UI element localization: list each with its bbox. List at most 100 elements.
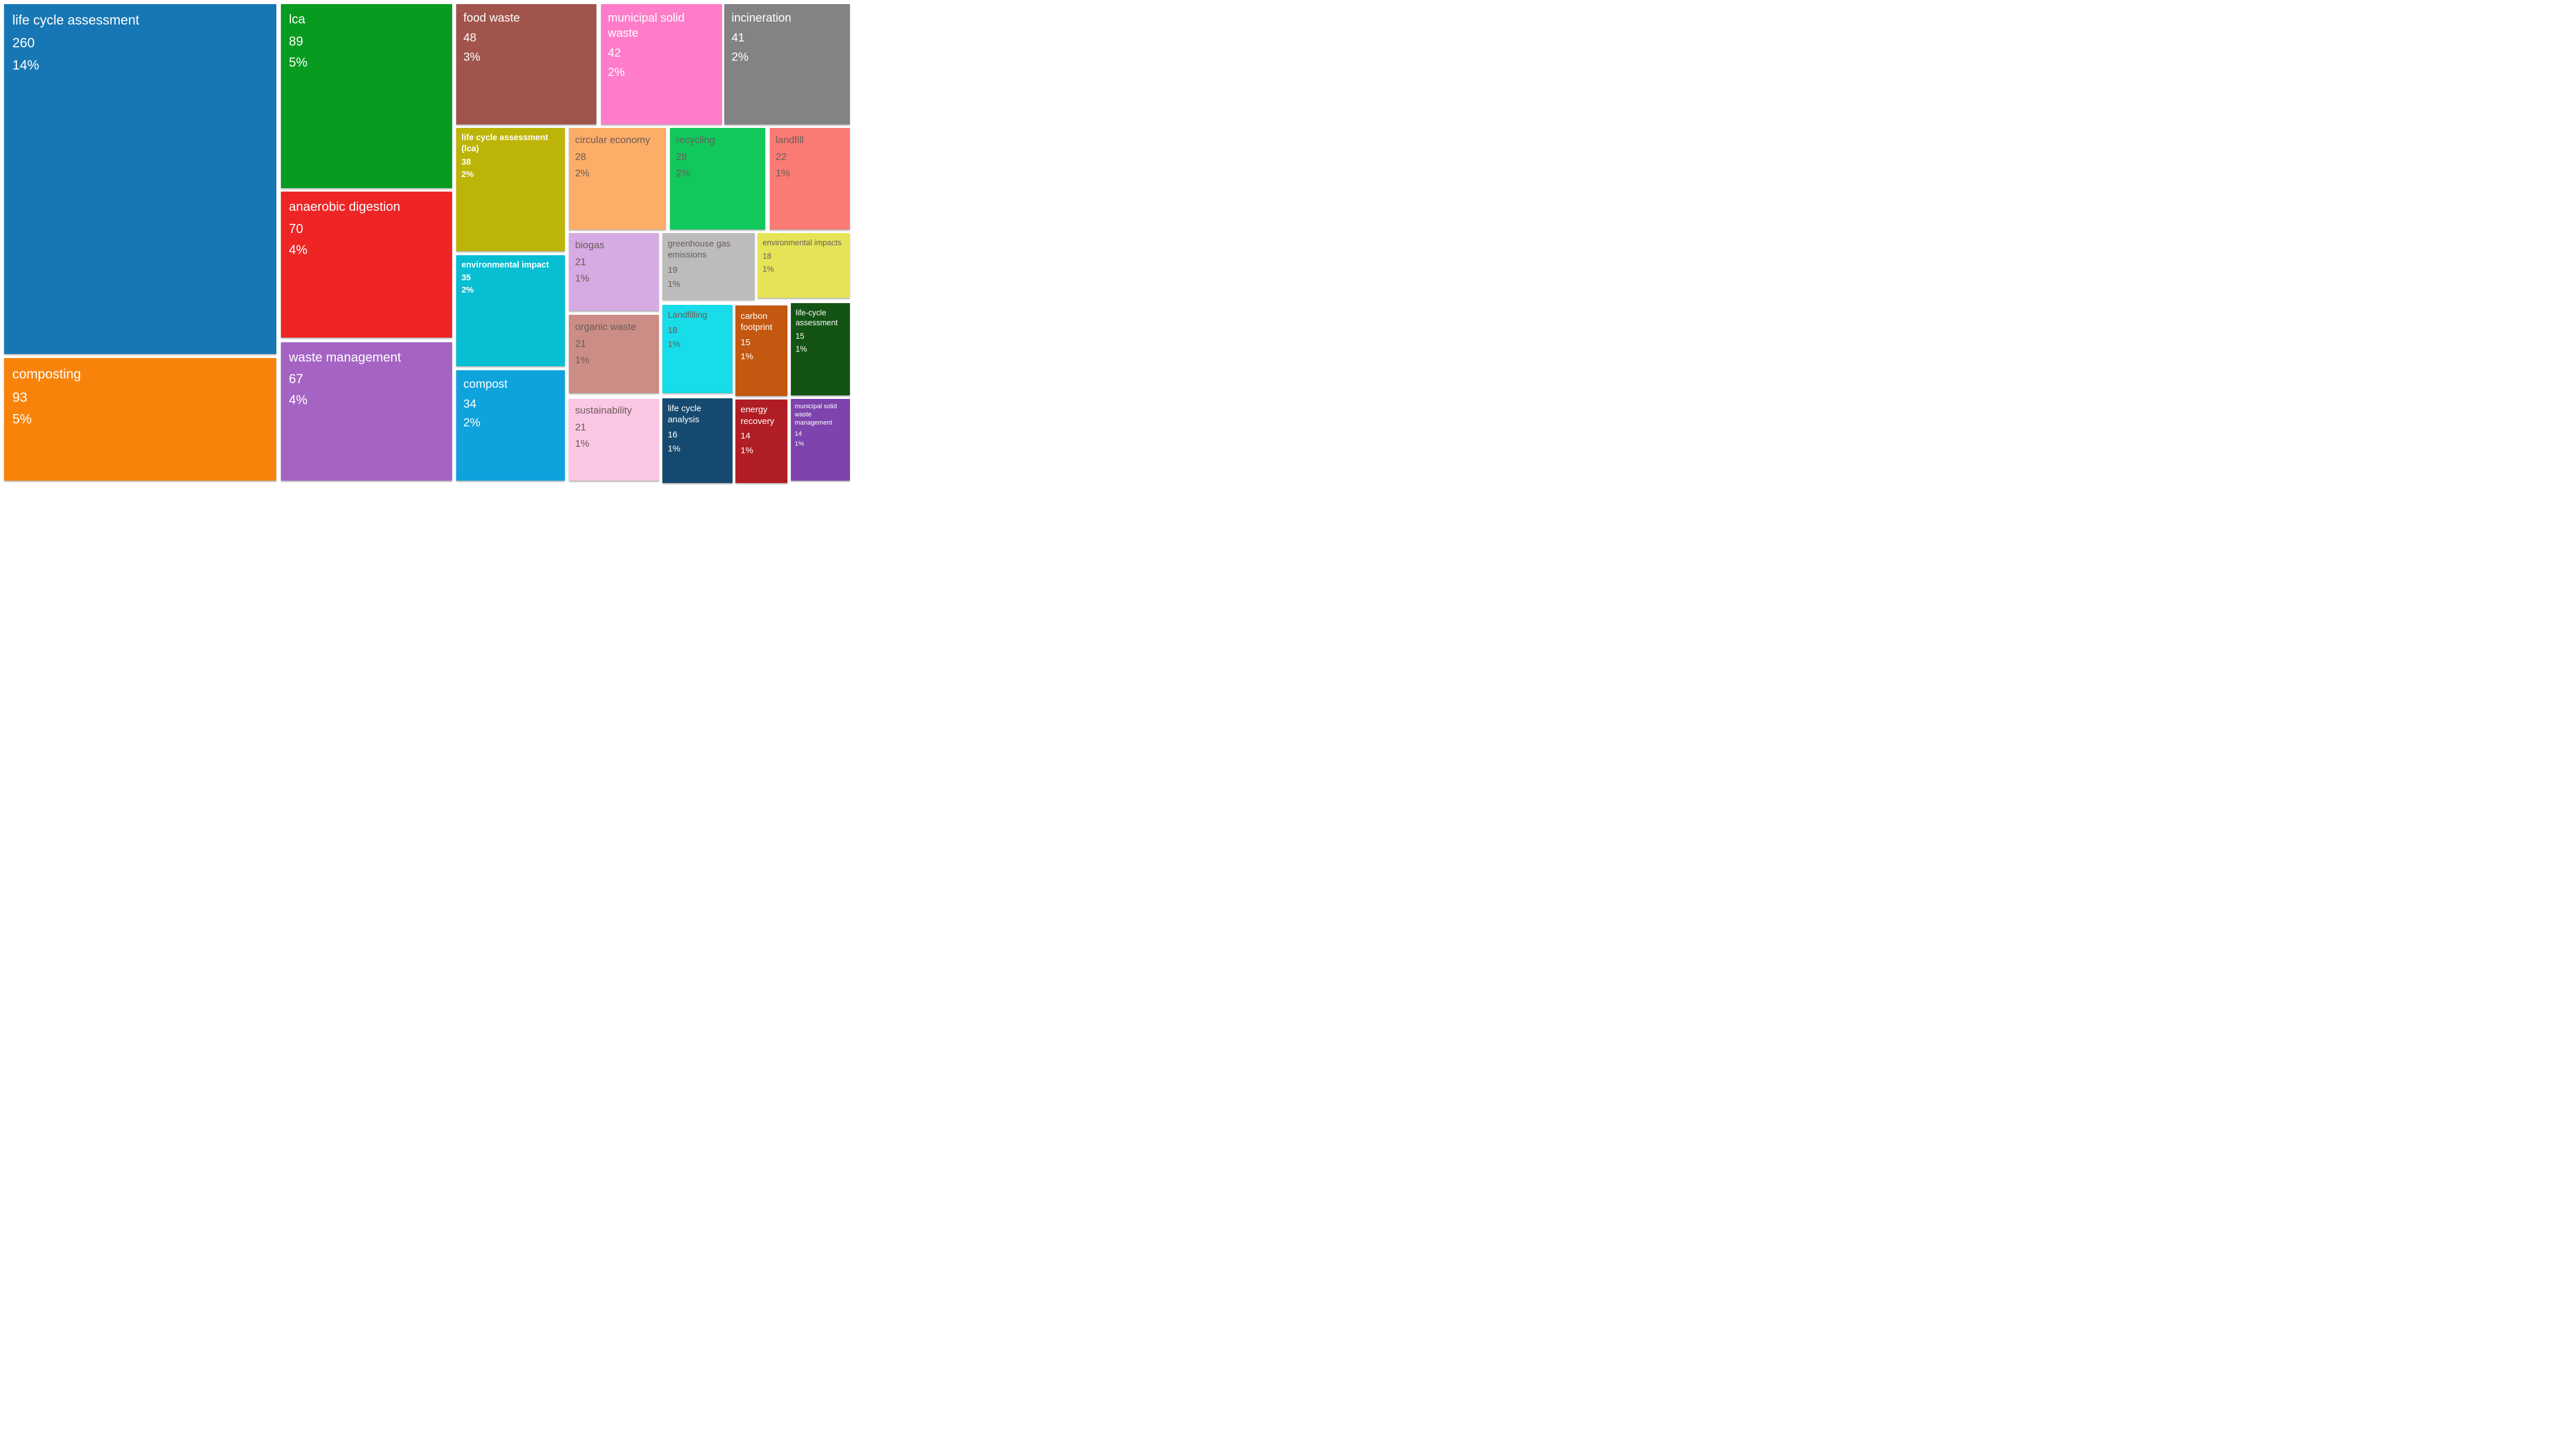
tile-label: municipal solid waste bbox=[607, 12, 685, 40]
tile-label: waste management bbox=[289, 349, 401, 364]
treemap-tile-life-cycle-assessment-lca: life cycle assessment (lca) 38 2% bbox=[456, 128, 565, 251]
treemap-tile-waste-management: waste management 67 4% bbox=[281, 342, 452, 481]
tile-value: 67 bbox=[289, 371, 303, 387]
tile-label: lca bbox=[289, 12, 306, 27]
tile-label: circular economy bbox=[575, 134, 650, 145]
tile-value: 19 bbox=[668, 265, 678, 275]
treemap-tile-lca: lca 89 5% bbox=[281, 4, 452, 188]
treemap-tile-landfilling: Landfilling 18 1% bbox=[662, 304, 733, 394]
tile-percent: 5% bbox=[12, 411, 32, 426]
tile-percent: 1% bbox=[575, 437, 590, 449]
treemap-tile-environmental-impacts: environmental impacts 18 1% bbox=[758, 233, 850, 298]
tile-value: 16 bbox=[668, 430, 678, 440]
tile-percent: 2% bbox=[607, 65, 625, 79]
tile-value: 21 bbox=[575, 422, 586, 433]
tile-percent: 1% bbox=[762, 264, 774, 273]
tile-value: 93 bbox=[12, 389, 27, 405]
tile-label: energy recovery bbox=[740, 405, 775, 426]
tile-percent: 1% bbox=[668, 339, 681, 349]
treemap-tile-greenhouse-gas-emissions: greenhouse gas emissions 19 1% bbox=[662, 233, 755, 300]
tile-percent: 2% bbox=[676, 167, 690, 179]
tile-percent: 5% bbox=[289, 54, 308, 70]
treemap-tile-municipal-solid-waste-management: municipal solid waste management 14 1% bbox=[790, 398, 850, 481]
treemap-tile-composting: composting 93 5% bbox=[4, 358, 276, 481]
tile-value: 48 bbox=[463, 32, 477, 45]
tile-value: 41 bbox=[731, 32, 745, 45]
tile-percent: 1% bbox=[740, 445, 754, 456]
tile-value: 38 bbox=[461, 157, 471, 167]
tile-label: recycling bbox=[676, 134, 716, 145]
treemap-tile-carbon-footprint: carbon footprint 15 1% bbox=[735, 305, 787, 397]
treemap-tile-life-cycle-assessment: life cycle assessment 260 14% bbox=[4, 4, 276, 354]
tile-value: 15 bbox=[740, 337, 751, 348]
treemap-tile-incineration: incineration 41 2% bbox=[724, 4, 850, 125]
tile-label: greenhouse gas emissions bbox=[668, 238, 731, 260]
tile-label: environmental impact bbox=[461, 260, 549, 270]
tile-label: biogas bbox=[575, 239, 605, 251]
tile-percent: 1% bbox=[575, 354, 590, 366]
tile-value: 21 bbox=[575, 256, 586, 268]
tile-percent: 2% bbox=[461, 286, 474, 296]
tile-value: 18 bbox=[668, 325, 678, 335]
tile-value: 21 bbox=[575, 338, 586, 350]
tile-label: Landfilling bbox=[668, 310, 707, 320]
tile-label: food waste bbox=[463, 12, 520, 25]
tile-label: municipal solid waste management bbox=[794, 402, 837, 427]
tile-value: 89 bbox=[289, 34, 303, 49]
tile-percent: 3% bbox=[463, 50, 481, 64]
tile-value: 14 bbox=[740, 431, 751, 442]
treemap-tile-food-waste: food waste 48 3% bbox=[456, 4, 596, 125]
tile-label: carbon footprint bbox=[740, 311, 773, 333]
tile-value: 28 bbox=[676, 151, 688, 163]
tile-percent: 1% bbox=[796, 345, 807, 354]
tile-percent: 2% bbox=[731, 50, 749, 64]
tile-label: life-cycle assessment bbox=[796, 308, 838, 328]
treemap-chart: life cycle assessment 260 14% composting 93 5… bbox=[0, 0, 854, 485]
tile-label: composting bbox=[12, 366, 81, 381]
tile-label: life cycle assessment bbox=[12, 12, 140, 27]
tile-value: 34 bbox=[463, 397, 477, 411]
tile-label: sustainability bbox=[575, 405, 632, 416]
treemap-tile-anaerobic-digestion: anaerobic digestion 70 4% bbox=[281, 192, 452, 338]
tile-percent: 1% bbox=[575, 272, 590, 284]
tile-value: 18 bbox=[762, 251, 772, 260]
tile-value: 14 bbox=[794, 430, 802, 437]
treemap-tile-energy-recovery: energy recovery 14 1% bbox=[735, 399, 787, 483]
tile-percent: 2% bbox=[461, 169, 474, 179]
tile-label: compost bbox=[463, 377, 508, 391]
tile-value: 42 bbox=[607, 47, 621, 60]
treemap-tile-life-cycle-analysis: life cycle analysis 16 1% bbox=[662, 398, 733, 483]
tile-percent: 4% bbox=[289, 242, 308, 257]
tile-label: life cycle assessment (lca) bbox=[461, 133, 548, 154]
tile-value: 15 bbox=[796, 332, 805, 341]
treemap-tile-municipal-solid-waste: municipal solid waste 42 2% bbox=[600, 4, 722, 125]
tile-percent: 1% bbox=[794, 440, 804, 448]
tile-value: 28 bbox=[575, 151, 586, 163]
treemap-tile-circular-economy: circular economy 28 2% bbox=[569, 128, 666, 230]
tile-percent: 1% bbox=[775, 167, 790, 179]
treemap-tile-biogas: biogas 21 1% bbox=[569, 233, 659, 311]
tile-percent: 2% bbox=[463, 416, 481, 430]
tile-label: life cycle analysis bbox=[668, 403, 702, 425]
tile-label: environmental impacts bbox=[762, 238, 842, 247]
treemap-tile-recycling: recycling 28 2% bbox=[669, 128, 765, 230]
tile-label: landfill bbox=[775, 134, 804, 145]
tile-value: 70 bbox=[289, 221, 303, 237]
tile-percent: 4% bbox=[289, 392, 308, 408]
treemap-tile-life-cycle-assessment: life-cycle assessment 15 1% bbox=[790, 303, 850, 395]
tile-percent: 14% bbox=[12, 57, 40, 72]
treemap-tile-environmental-impact: environmental impact 35 2% bbox=[456, 255, 565, 366]
tile-percent: 1% bbox=[740, 352, 754, 362]
tile-percent: 1% bbox=[668, 444, 681, 454]
tile-percent: 1% bbox=[668, 279, 681, 290]
tile-label: organic waste bbox=[575, 321, 637, 332]
tile-value: 260 bbox=[12, 35, 35, 51]
tile-value: 22 bbox=[775, 151, 787, 163]
tile-value: 35 bbox=[461, 273, 471, 283]
treemap-tile-compost: compost 34 2% bbox=[456, 370, 565, 481]
treemap-tile-sustainability: sustainability 21 1% bbox=[569, 398, 659, 481]
treemap-tile-organic-waste: organic waste 21 1% bbox=[569, 315, 659, 394]
tile-label: anaerobic digestion bbox=[289, 199, 401, 214]
tile-label: incineration bbox=[731, 12, 791, 25]
treemap-tile-landfill: landfill 22 1% bbox=[769, 128, 850, 230]
